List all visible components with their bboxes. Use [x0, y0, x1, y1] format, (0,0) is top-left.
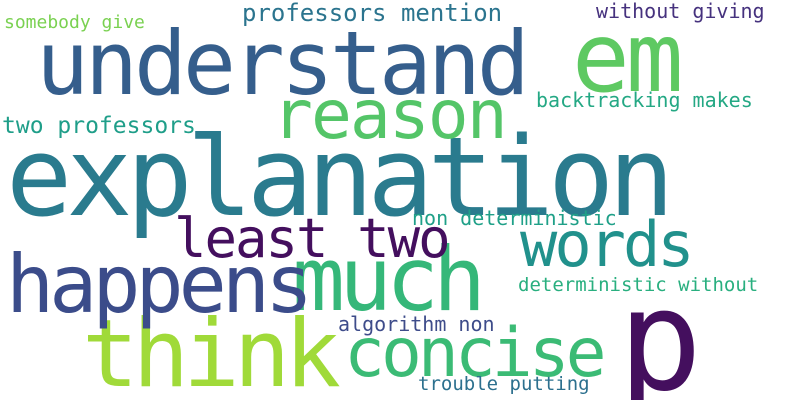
- word-deterministic-without: deterministic without: [518, 274, 759, 296]
- word-backtracking-makes: backtracking makes: [536, 88, 753, 112]
- word-algorithm-non: algorithm non: [338, 312, 495, 336]
- word-professors-mention: professors mention: [242, 0, 503, 27]
- word-somebody-give: somebody give: [4, 12, 145, 33]
- word-think: think: [82, 300, 341, 400]
- word-reason: reason: [272, 76, 508, 155]
- word-much: much: [292, 228, 486, 331]
- word-non-deterministic: non deterministic: [412, 206, 617, 230]
- word-two-professors: two professors: [2, 113, 196, 139]
- word-trouble-putting: trouble putting: [418, 373, 590, 395]
- word-without-giving: without giving: [596, 0, 765, 23]
- word-explanation: explanation: [6, 113, 674, 241]
- word-understand: understand: [36, 12, 530, 115]
- word-happens: happens: [6, 238, 313, 331]
- word-least-two: least two: [174, 207, 451, 270]
- word-concise: concise: [344, 314, 607, 393]
- word-p: p: [618, 260, 703, 400]
- word-words: words: [520, 208, 695, 281]
- word-em: em: [572, 2, 684, 114]
